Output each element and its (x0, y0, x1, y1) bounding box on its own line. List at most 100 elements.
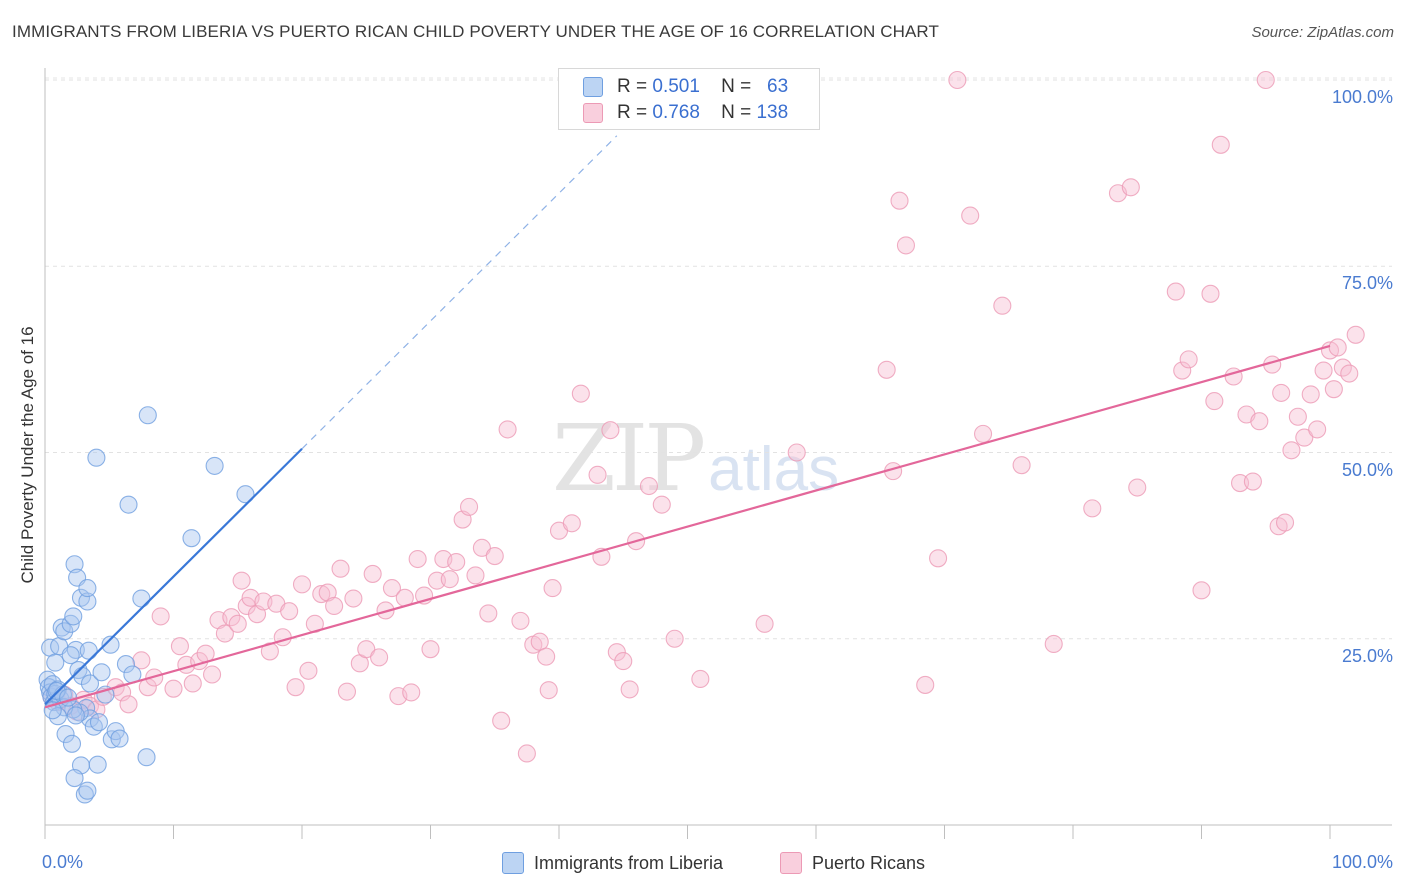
data-point (511, 611, 530, 630)
data-point (1301, 385, 1320, 404)
data-point (562, 514, 581, 533)
data-point (132, 589, 151, 608)
point-layer (38, 70, 1365, 804)
data-point (498, 420, 517, 439)
legend-r-label: R = (617, 102, 648, 123)
data-point (1192, 581, 1211, 600)
data-point (652, 495, 671, 514)
data-point (993, 296, 1012, 315)
axis-layer (44, 68, 1392, 839)
data-point (228, 614, 247, 633)
data-point (948, 70, 967, 90)
bottom-legend-label-puerto-rican: Puerto Ricans (812, 852, 926, 873)
data-point (459, 497, 479, 516)
data-point (382, 579, 402, 598)
data-point (119, 695, 138, 714)
data-point (215, 624, 234, 643)
data-point (1308, 420, 1327, 439)
data-point (65, 555, 84, 574)
data-point (48, 707, 67, 726)
data-point (65, 769, 84, 788)
data-point (1243, 472, 1262, 491)
data-point (89, 713, 109, 732)
data-point (138, 406, 157, 425)
data-point (64, 607, 83, 626)
data-point (312, 584, 331, 604)
legend-row-puerto-rican: R = 0.768 N = 138 (559, 100, 788, 126)
data-point (607, 643, 626, 662)
data-point (292, 575, 312, 594)
x-tick-label-min: 0.0% (42, 852, 84, 872)
data-point (1173, 361, 1192, 380)
data-point (691, 669, 710, 689)
data-point (61, 614, 80, 633)
data-point (183, 674, 202, 693)
data-point (92, 663, 111, 682)
data-point (479, 604, 498, 623)
data-point (408, 549, 427, 569)
data-point (286, 678, 305, 697)
data-point (639, 476, 659, 496)
data-point (79, 641, 98, 660)
x-tick-label-max: 100.0% (1331, 852, 1393, 872)
data-point (1205, 392, 1224, 411)
data-point (1314, 361, 1333, 380)
data-point (164, 679, 183, 698)
legend-r-value-liberia: 0.501 (652, 76, 700, 97)
data-point (916, 675, 935, 694)
data-point (571, 384, 590, 403)
data-point (537, 647, 556, 666)
bottom-legend-swatch-liberia (502, 852, 524, 874)
data-point (755, 614, 774, 633)
legend-swatch-puerto-rican (583, 103, 603, 123)
data-point (205, 456, 224, 475)
data-point (357, 640, 376, 659)
data-point (119, 495, 138, 514)
data-point (78, 592, 97, 611)
data-point (1121, 178, 1140, 197)
data-point (88, 755, 107, 774)
bottom-legend-liberia: Immigrants from Liberia (502, 852, 723, 874)
data-point (620, 680, 639, 699)
bottom-legend-puerto-rican: Puerto Ricans (780, 852, 925, 874)
data-point (440, 570, 459, 589)
data-point (530, 632, 549, 651)
series-puerto-rican (42, 70, 1365, 763)
legend-n-value-puerto-rican: 138 (756, 102, 789, 123)
legend-r-label: R = (617, 76, 648, 97)
data-point (973, 424, 993, 443)
data-point (299, 661, 318, 680)
data-point (1340, 364, 1359, 383)
data-point (87, 448, 106, 467)
data-point (665, 629, 684, 648)
data-point (78, 579, 97, 598)
data-point (1295, 428, 1314, 447)
data-point (236, 485, 255, 504)
data-point (421, 640, 440, 659)
data-point (447, 552, 466, 572)
data-point (1044, 634, 1063, 654)
data-point (232, 571, 251, 590)
data-point (539, 681, 558, 700)
data-point (56, 725, 75, 744)
legend-row-liberia: R = 0.501 N = 63 (559, 74, 788, 100)
data-point (46, 653, 65, 672)
chart-source: Source: ZipAtlas.com (1251, 24, 1394, 41)
legend-n-label: N = (721, 76, 752, 97)
data-point (151, 607, 170, 626)
data-point (78, 781, 97, 800)
data-point (62, 734, 82, 753)
data-point (929, 549, 948, 568)
data-point (137, 748, 156, 767)
data-point (492, 711, 511, 730)
data-point (1328, 338, 1347, 357)
trend-line-puerto-rican (44, 344, 1331, 709)
legend-n-label: N = (721, 102, 752, 123)
data-point (402, 683, 421, 702)
data-point (1272, 383, 1291, 402)
data-point (222, 608, 241, 627)
data-point (896, 236, 916, 255)
trend-line-liberia-extension (301, 135, 618, 450)
data-point (363, 564, 382, 583)
